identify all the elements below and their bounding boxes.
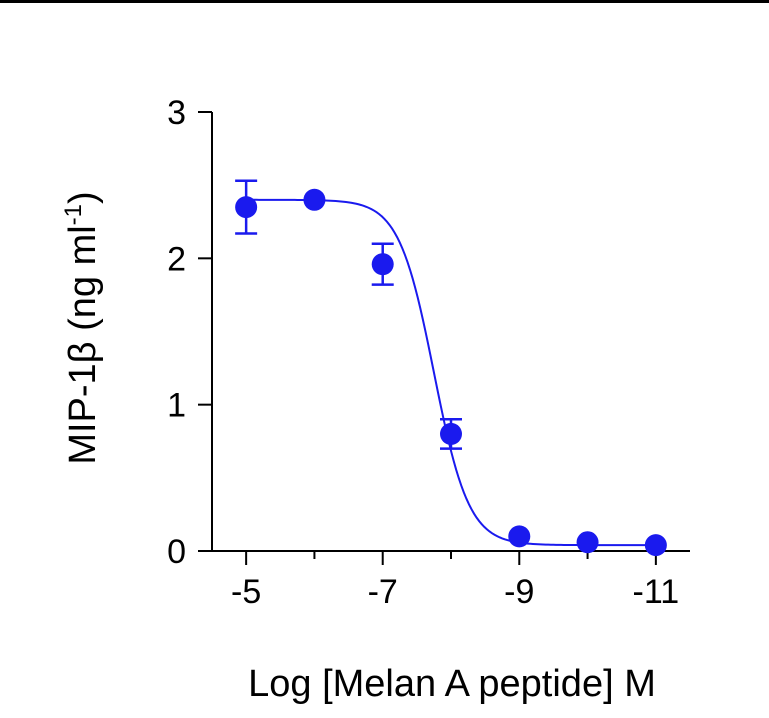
data-point xyxy=(508,525,531,548)
data-point xyxy=(371,253,394,276)
y-axis-label-close: ) xyxy=(62,191,104,204)
data-point xyxy=(576,531,599,554)
data-points-layer xyxy=(235,179,667,557)
x-tick-label: -5 xyxy=(231,573,261,611)
x-tick-label: -11 xyxy=(633,573,680,611)
data-point xyxy=(644,534,667,557)
x-tick-label: -7 xyxy=(368,573,398,611)
y-tick-label: 3 xyxy=(167,94,186,132)
top-border-line xyxy=(0,0,769,3)
axes xyxy=(211,112,690,552)
fit-curve-layer xyxy=(246,198,656,547)
x-tick-label: -9 xyxy=(504,573,534,611)
y-axis-label: MIP-1β (ng ml-1) xyxy=(60,191,104,464)
y-ticks: 0 1 2 3 xyxy=(167,94,212,571)
fit-curve xyxy=(246,198,656,547)
data-point xyxy=(235,196,258,219)
y-tick-label: 1 xyxy=(167,387,186,425)
x-ticks: -5 -7 -9 -11 xyxy=(231,551,679,611)
data-point xyxy=(303,188,326,211)
y-axis-label-main: MIP-1β (ng ml xyxy=(62,225,104,464)
y-tick-label: 2 xyxy=(167,240,186,278)
x-axis-label: Log [Melan A peptide] M xyxy=(248,663,656,705)
y-axis-label-superscript: -1 xyxy=(60,204,87,225)
y-tick-label: 0 xyxy=(167,533,186,571)
data-point xyxy=(440,422,462,445)
